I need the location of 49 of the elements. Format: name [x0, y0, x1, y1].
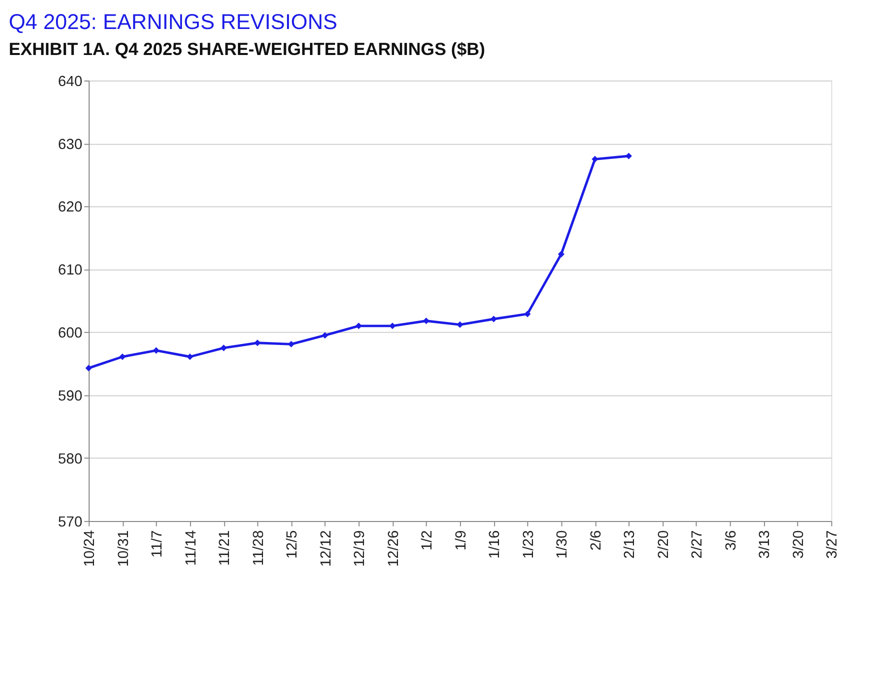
point: [220, 344, 227, 352]
x-tick-label: 2/27: [690, 530, 706, 559]
x-tick-label: 2/20: [656, 530, 672, 559]
y-tick-label: 640: [58, 74, 82, 90]
x-tick-label: 2/6: [588, 530, 604, 551]
y-tick-label: 590: [58, 388, 82, 404]
x-tick-label: 11/28: [250, 530, 267, 566]
y-tick-label: 570: [58, 514, 82, 530]
chart-title: Q4 2025: EARNINGS REVISIONS: [8, 10, 338, 34]
point: [119, 353, 126, 360]
x-tick-label: 1/30: [554, 530, 571, 559]
point: [422, 318, 430, 324]
x-tick-label: 1/23: [520, 530, 537, 559]
x-tick-label: 11/21: [217, 530, 234, 566]
point: [456, 321, 464, 328]
y-tick-label: 580: [58, 451, 82, 468]
point: [524, 310, 531, 318]
y-tick-label: 630: [58, 136, 82, 153]
x-tick-label: 2/13: [622, 530, 638, 559]
x-tick-label: 1/2: [420, 530, 436, 551]
point: [322, 332, 328, 339]
x-tick-label: 12/5: [284, 530, 301, 559]
point: [355, 322, 362, 330]
y-tick-label: 610: [58, 262, 82, 279]
x-tick-label: 11/7: [150, 530, 166, 558]
x-tick-label: 12/26: [386, 530, 402, 567]
point: [389, 322, 396, 330]
x-tick-label: 3/20: [790, 530, 807, 559]
x-tick-label: 12/12: [318, 530, 334, 567]
x-tick-label: 3/6: [723, 530, 740, 551]
x-tick-label: 1/16: [487, 530, 504, 559]
x-tick-label: 11/14: [183, 530, 200, 566]
x-tick-label: 3/13: [757, 530, 774, 559]
x-tick-label: 10/31: [116, 530, 132, 567]
point: [186, 353, 194, 360]
point: [558, 250, 564, 258]
point: [288, 340, 294, 348]
y-tick-label: 600: [58, 326, 82, 342]
x-tick-label: 12/19: [352, 530, 368, 567]
chart-subtitle: EXHIBIT 1A. Q4 2025 SHARE-WEIGHTED EARNINGS ($B): [8, 39, 486, 60]
point: [152, 347, 160, 354]
x-tick-label: 10/24: [82, 530, 98, 567]
point: [592, 156, 598, 162]
y-tick-label: 620: [58, 200, 82, 216]
point: [490, 316, 497, 322]
point: [85, 364, 92, 372]
x-tick-label: 1/9: [453, 530, 470, 551]
x-tick-label: 3/27: [824, 530, 841, 559]
point: [254, 340, 261, 346]
